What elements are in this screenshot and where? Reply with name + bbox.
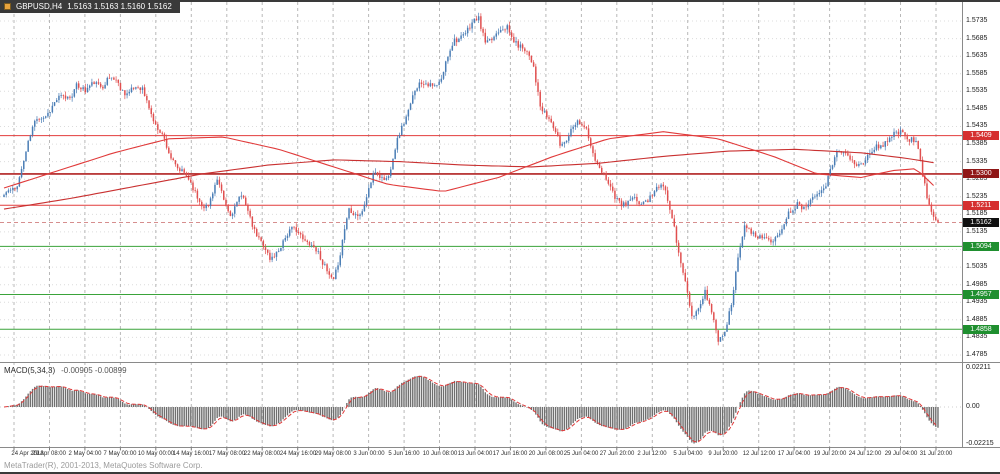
time-axis[interactable]: 24 Apr 2013 29 Apr 08:00 2 May 04:00 7 May … xyxy=(0,448,962,461)
time-label: 25 Jun 04:00 xyxy=(564,450,599,457)
price-tick-label: 1.4785 xyxy=(966,350,988,358)
price-tick-label: 1.5485 xyxy=(966,104,988,112)
current-price-tag: 1.5162 xyxy=(963,217,999,227)
time-label: 13 Jun 04:00 xyxy=(457,450,493,457)
macd-signal-line xyxy=(3,375,937,443)
time-label: 14 May 16:00 xyxy=(173,450,210,457)
price-tick-label: 1.5735 xyxy=(966,17,988,24)
time-label: 17 Jun 16:00 xyxy=(493,450,528,457)
symbol-timeframe-label: GBPUSD,H4 xyxy=(16,2,63,11)
macd-values: -0.00905 -0.00899 xyxy=(61,366,127,375)
macd-histogram xyxy=(5,375,939,444)
price-tick-label: 1.5135 xyxy=(966,227,988,235)
time-label: 27 Jun 20:00 xyxy=(599,450,635,457)
price-tick-label: 1.5535 xyxy=(966,87,988,95)
macd-indicator-label: MACD(5,34,3) -0.00905 -0.00899 xyxy=(4,366,127,375)
price-tick-label: 1.5635 xyxy=(966,52,988,60)
time-label: 5 Jul 04:00 xyxy=(673,450,703,457)
price-tick-label: 1.5685 xyxy=(966,34,988,42)
macd-name: MACD(5,34,3) xyxy=(4,366,56,375)
time-label: 17 Jul 04:00 xyxy=(777,450,811,457)
time-label: 3 Jun 00:00 xyxy=(352,450,385,457)
price-tick-label: 1.5585 xyxy=(966,69,988,77)
price-level-tag: 1.4957 xyxy=(963,290,999,300)
price-tick-label: 1.5035 xyxy=(966,263,988,271)
time-label: 29 May 08:00 xyxy=(315,450,352,457)
candlesticks xyxy=(3,12,939,346)
price-tick-label: 1.4935 xyxy=(966,298,988,306)
time-label: 24 May 16:00 xyxy=(279,450,316,457)
time-label: 24 Jul 12:00 xyxy=(848,450,882,457)
time-label: 2 Jul 12:00 xyxy=(637,450,667,457)
time-label: 10 May 00:00 xyxy=(137,450,174,457)
symbol-ohlc-badge: GBPUSD,H4 1.5163 1.5163 1.5160 1.5162 xyxy=(0,0,180,13)
time-label: 9 Jul 20:00 xyxy=(708,450,738,457)
price-tick-label: 1.5335 xyxy=(966,157,988,165)
copyright-text: MetaTrader(R), 2001-2013, MetaQuotes Sof… xyxy=(4,461,203,470)
time-label: 24 Apr 2013 xyxy=(11,450,44,457)
price-tick-label: -0.02215 xyxy=(966,440,994,447)
ohlc-values: 1.5163 1.5163 1.5160 1.5162 xyxy=(67,2,172,11)
price-tick-label: 1.5435 xyxy=(966,122,988,130)
price-tick-label: 1.5185 xyxy=(966,210,988,218)
ma-slow-line xyxy=(3,148,934,210)
time-label: 20 Jun 08:00 xyxy=(528,450,564,457)
time-label: 29 Apr 08:00 xyxy=(32,450,67,457)
time-label: 22 May 08:00 xyxy=(244,450,281,457)
price-tick-label: 1.4835 xyxy=(966,333,988,341)
price-tick-label: 1.5385 xyxy=(966,140,988,148)
time-label: 7 May 00:00 xyxy=(103,450,137,457)
time-label: 19 Jul 20:00 xyxy=(813,450,846,457)
time-label: 5 Jun 16:00 xyxy=(388,450,420,457)
time-label: 31 Jul 20:00 xyxy=(919,450,953,457)
price-tick-label: 1.5285 xyxy=(966,175,988,183)
price-level-tag: 1.4858 xyxy=(963,324,999,334)
chart-icon xyxy=(4,3,11,10)
price-level-tag: 1.5211 xyxy=(963,200,999,210)
time-label: 2 May 04:00 xyxy=(68,450,102,457)
price-level-tag: 1.5094 xyxy=(963,241,999,251)
ma-fast-line xyxy=(3,131,934,192)
price-tick-label: 1.4885 xyxy=(966,315,988,323)
time-label: 29 Jul 04:00 xyxy=(884,450,917,457)
time-label: 12 Jul 12:00 xyxy=(742,450,775,457)
price-tick-label: 1.4985 xyxy=(966,280,988,288)
price-tick-label: 1.5235 xyxy=(966,192,988,200)
time-label: 17 May 08:00 xyxy=(208,450,245,457)
price-tick-label: 0.00 xyxy=(966,403,980,410)
price-tick-label: 0.02211 xyxy=(966,363,991,371)
price-level-tag: 1.5300 xyxy=(963,169,999,179)
price-axis[interactable]: 1.5735 1.5685 1.5635 1.5585 1.5535 1.5485 1.54… xyxy=(963,0,1000,474)
time-label: 10 Jun 08:00 xyxy=(422,450,457,457)
price-level-tag: 1.5409 xyxy=(963,131,999,141)
